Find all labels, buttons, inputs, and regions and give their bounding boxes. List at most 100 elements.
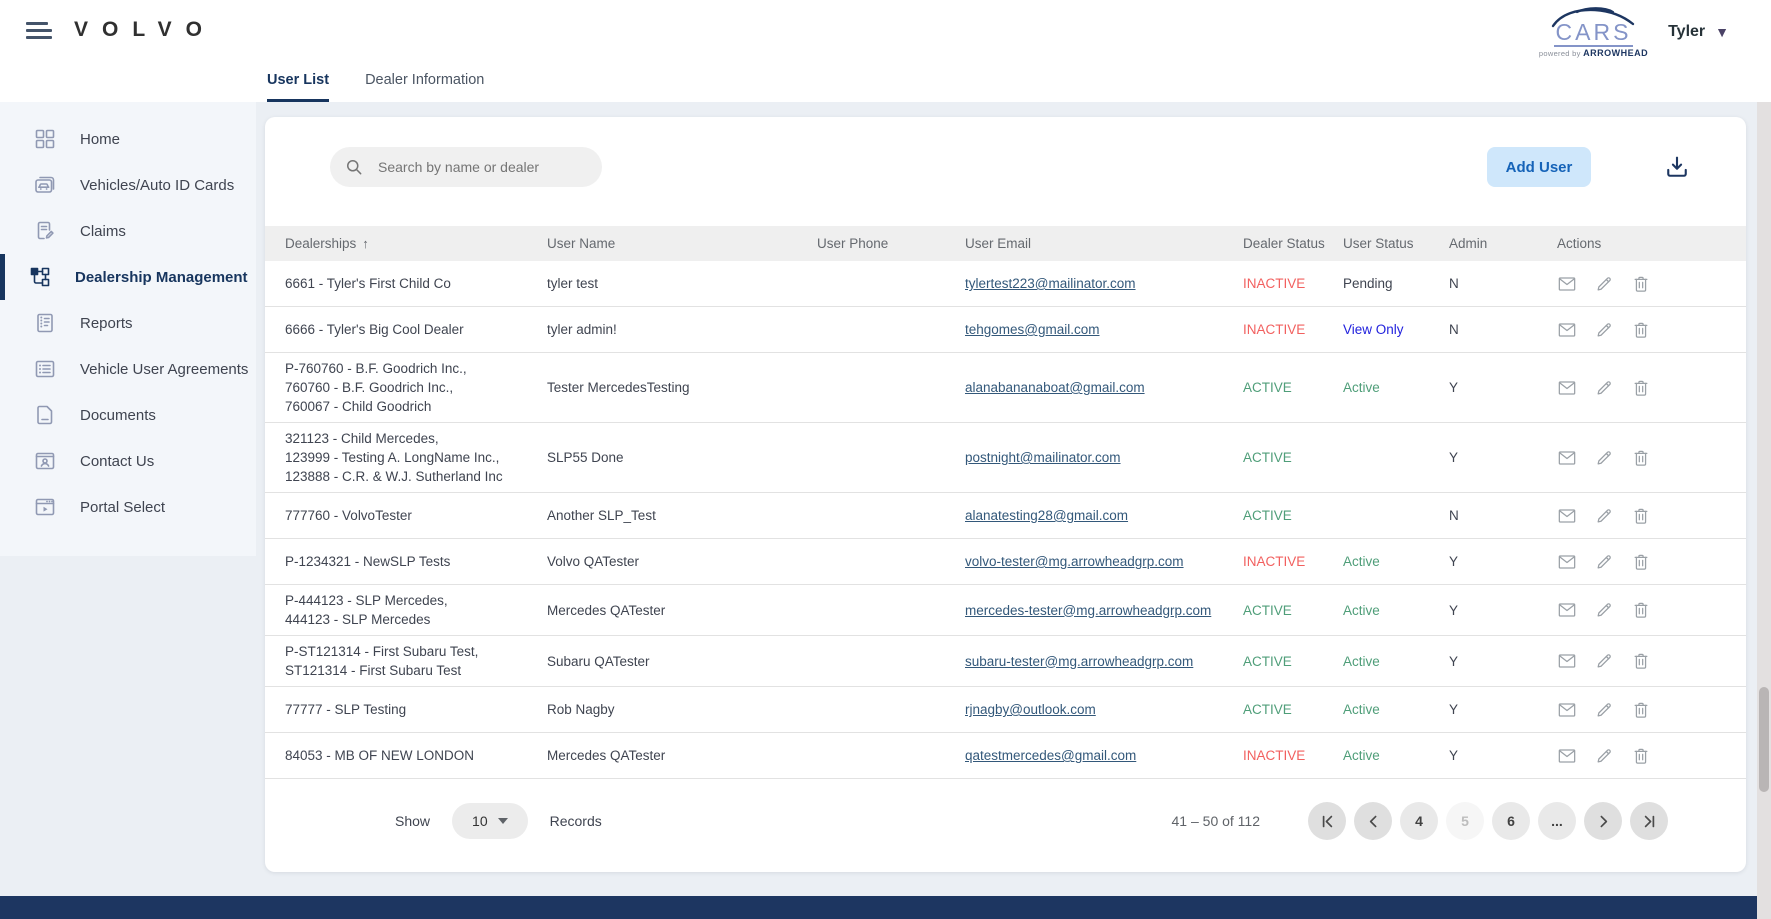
page-4-button[interactable]: 4	[1400, 802, 1438, 840]
user-status-badge: View Only	[1343, 322, 1404, 337]
sidebar-item-home[interactable]: Home	[0, 116, 256, 162]
last-page-button[interactable]	[1630, 802, 1668, 840]
column-header-actions[interactable]: Actions	[1557, 236, 1602, 251]
column-header-user-phone[interactable]: User Phone	[817, 236, 889, 251]
user-status-badge: Pending	[1343, 276, 1393, 291]
edit-icon[interactable]	[1594, 320, 1614, 340]
table-row: 84053 - MB OF NEW LONDON Mercedes QATest…	[265, 733, 1746, 779]
column-header-user-status[interactable]: User Status	[1343, 236, 1414, 251]
menu-icon[interactable]	[26, 22, 52, 42]
table-row: P-ST121314 - First Subaru Test, ST121314 …	[265, 636, 1746, 687]
delete-icon[interactable]	[1631, 700, 1651, 720]
column-header-admin[interactable]: Admin	[1449, 236, 1488, 251]
column-header-user-name[interactable]: User Name	[547, 236, 616, 251]
user-phone-cell	[817, 452, 965, 464]
email-icon[interactable]	[1557, 378, 1577, 398]
delete-icon[interactable]	[1631, 320, 1651, 340]
sidebar-item-contact-us[interactable]: Contact Us	[0, 438, 256, 484]
sidebar-item-vehicle-user-agreements[interactable]: Vehicle User Agreements	[0, 346, 256, 392]
user-name: Tyler	[1668, 23, 1706, 40]
documents-icon	[33, 403, 57, 427]
delete-icon[interactable]	[1631, 274, 1651, 294]
email-icon[interactable]	[1557, 651, 1577, 671]
column-header-user-email[interactable]: User Email	[965, 236, 1032, 251]
search-input[interactable]	[376, 158, 588, 176]
edit-icon[interactable]	[1594, 378, 1614, 398]
user-email-link[interactable]: volvo-tester@mg.arrowheadgrp.com	[965, 554, 1184, 569]
admin-cell: Y	[1449, 554, 1459, 569]
user-email-link[interactable]: postnight@mailinator.com	[965, 450, 1121, 465]
delete-icon[interactable]	[1631, 378, 1651, 398]
sidebar-item-claims[interactable]: Claims	[0, 208, 256, 254]
user-email-link[interactable]: rjnagby@outlook.com	[965, 702, 1096, 717]
show-label: Show	[395, 813, 431, 829]
admin-cell: N	[1449, 322, 1459, 337]
actions-cell	[1557, 645, 1726, 677]
email-icon[interactable]	[1557, 746, 1577, 766]
delete-icon[interactable]	[1631, 651, 1651, 671]
user-email-link[interactable]: tehgomes@gmail.com	[965, 322, 1100, 337]
admin-cell: Y	[1449, 748, 1459, 763]
dealerships-cell: P-444123 - SLP Mercedes, 444123 - SLP Mer…	[285, 593, 448, 627]
user-name-cell: Mercedes QATester	[547, 748, 666, 763]
sidebar-item-vehicles-auto-id-cards[interactable]: Vehicles/Auto ID Cards	[0, 162, 256, 208]
add-user-button[interactable]: Add User	[1487, 147, 1591, 187]
edit-icon[interactable]	[1594, 274, 1614, 294]
email-icon[interactable]	[1557, 448, 1577, 468]
next-page-button[interactable]	[1584, 802, 1622, 840]
delete-icon[interactable]	[1631, 746, 1651, 766]
email-icon[interactable]	[1557, 506, 1577, 526]
actions-cell	[1557, 546, 1726, 578]
tab-user-list[interactable]: User List	[267, 72, 330, 102]
delete-icon[interactable]	[1631, 552, 1651, 572]
first-page-button[interactable]	[1308, 802, 1346, 840]
edit-icon[interactable]	[1594, 746, 1614, 766]
admin-cell: N	[1449, 276, 1459, 291]
user-email-link[interactable]: alanabananaboat@gmail.com	[965, 380, 1145, 395]
table-row: P-444123 - SLP Mercedes, 444123 - SLP Mer…	[265, 585, 1746, 636]
page-6-button[interactable]: 6	[1492, 802, 1530, 840]
sidebar-item-documents[interactable]: Documents	[0, 392, 256, 438]
user-name-cell: SLP55 Done	[547, 450, 624, 465]
column-header-dealerships[interactable]: Dealerships ↑	[285, 236, 369, 251]
actions-cell	[1557, 740, 1726, 772]
delete-icon[interactable]	[1631, 600, 1651, 620]
scrollbar-thumb[interactable]	[1759, 687, 1769, 792]
edit-icon[interactable]	[1594, 651, 1614, 671]
email-icon[interactable]	[1557, 274, 1577, 294]
search-box[interactable]	[330, 147, 602, 187]
user-status-badge: Active	[1343, 380, 1380, 395]
page-size-select[interactable]: 10	[452, 803, 528, 839]
delete-icon[interactable]	[1631, 448, 1651, 468]
dealerships-cell: 321123 - Child Mercedes, 123999 - Testing…	[285, 431, 503, 484]
vertical-scrollbar[interactable]	[1757, 102, 1771, 919]
prev-page-button[interactable]	[1354, 802, 1392, 840]
edit-icon[interactable]	[1594, 552, 1614, 572]
user-menu[interactable]: Tyler ▼	[1668, 23, 1729, 41]
sidebar-item-reports[interactable]: Reports	[0, 300, 256, 346]
user-email-link[interactable]: tylertest223@mailinator.com	[965, 276, 1136, 291]
edit-icon[interactable]	[1594, 506, 1614, 526]
email-icon[interactable]	[1557, 700, 1577, 720]
sidebar-item-dealership-management[interactable]: Dealership Management	[0, 254, 256, 300]
user-name-cell: tyler admin!	[547, 322, 617, 337]
email-icon[interactable]	[1557, 600, 1577, 620]
tab-dealer-information[interactable]: Dealer Information	[365, 72, 485, 88]
edit-icon[interactable]	[1594, 600, 1614, 620]
delete-icon[interactable]	[1631, 506, 1651, 526]
email-icon[interactable]	[1557, 320, 1577, 340]
email-icon[interactable]	[1557, 552, 1577, 572]
user-email-link[interactable]: subaru-tester@mg.arrowheadgrp.com	[965, 653, 1194, 669]
admin-cell: N	[1449, 508, 1459, 523]
user-email-link[interactable]: alanatesting28@gmail.com	[965, 508, 1129, 523]
actions-cell	[1557, 268, 1726, 300]
edit-icon[interactable]	[1594, 448, 1614, 468]
user-email-link[interactable]: mercedes-tester@mg.arrowheadgrp.com	[965, 602, 1212, 618]
column-header-dealer-status[interactable]: Dealer Status	[1243, 236, 1325, 251]
edit-icon[interactable]	[1594, 700, 1614, 720]
sidebar-item-portal-select[interactable]: Portal Select	[0, 484, 256, 530]
ellipsis-button[interactable]: ...	[1538, 802, 1576, 840]
user-email-link[interactable]: qatestmercedes@gmail.com	[965, 748, 1137, 763]
download-icon[interactable]	[1663, 153, 1691, 181]
dealerships-cell: P-ST121314 - First Subaru Test, ST121314 …	[285, 644, 479, 678]
